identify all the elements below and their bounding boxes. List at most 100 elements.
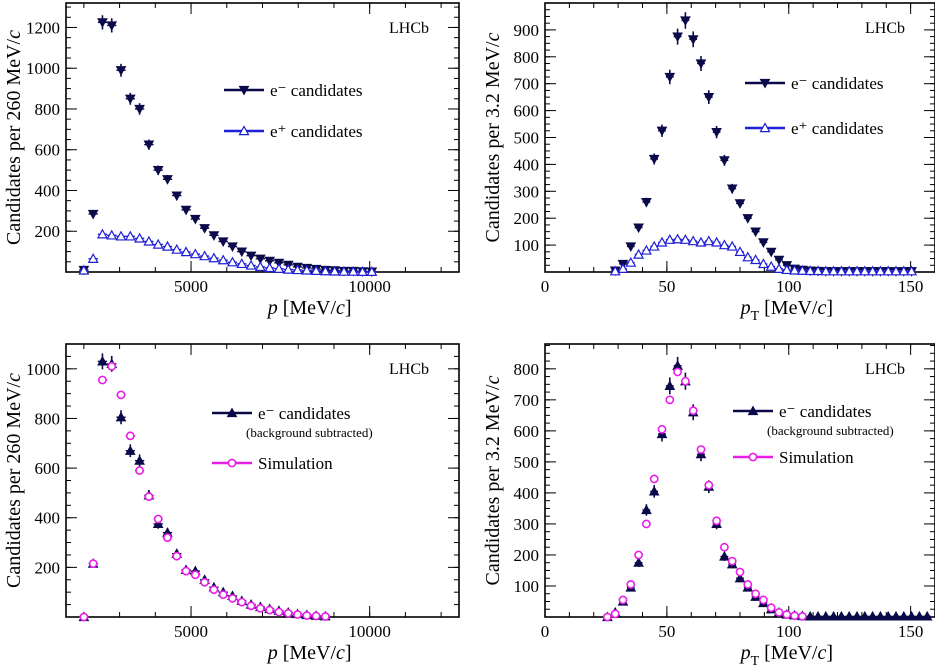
data-point [750,227,761,238]
legend-marker [748,452,758,462]
x-axis-title: pT [MeV/c] [739,642,833,668]
data-point [734,246,746,257]
data-point [254,261,266,272]
x-tick-label: 10000 [348,277,391,296]
data-point [329,265,341,276]
data-point [743,580,753,589]
legend-entry: e⁻ candidates [791,74,884,93]
data-point [750,254,762,265]
data-point [199,250,211,261]
series-1 [609,233,918,276]
data-point [209,585,219,595]
panel-bottom-right: 0 50 100 150 100 200 300 400 500 600 700 800 pT [MeV… [482,343,935,668]
data-point [711,128,722,138]
x-tick-label: 150 [898,277,924,296]
y-tick-label: 600 [514,102,540,121]
legend-entry: e⁺ candidates [791,119,884,138]
x-tick-label: 5000 [174,622,208,641]
y-tick-label: 400 [514,484,540,503]
data-point [617,263,629,273]
data-point [688,406,698,416]
data-point [237,597,247,607]
y-tick-label: 400 [35,181,61,200]
data-point [867,610,878,621]
series-0 [602,356,933,622]
data-point [766,603,776,613]
data-point [218,590,228,600]
data-point [217,254,229,265]
legend-marker [226,407,238,418]
data-point [255,603,265,613]
data-point [796,264,808,275]
data-point [664,233,676,244]
data-point [921,610,933,621]
data-point [751,589,760,599]
data-point [906,265,918,276]
data-point [366,266,378,276]
data-point [828,610,839,621]
data-point [124,94,136,105]
y-tick-label: 500 [514,453,540,472]
series-0 [609,12,917,277]
data-point [98,375,107,385]
data-point [765,260,777,271]
plot-frame [65,2,460,273]
y-tick-label: 200 [35,222,61,241]
data-point [835,265,847,276]
x-axis-title: p [MeV/c] [266,297,352,319]
data-point [906,610,917,621]
data-point [87,209,99,220]
legend-entry: Simulation [779,448,854,467]
data-point [227,242,238,253]
data-point [171,191,183,202]
data-point [283,608,293,618]
data-point [695,59,707,70]
data-point [134,104,145,115]
data-point [719,156,730,166]
data-point [656,126,668,137]
data-point [634,550,643,560]
y-tick-label: 200 [514,209,540,228]
data-point [115,230,127,241]
data-point [236,247,248,258]
data-point [773,255,785,266]
data-point [310,265,322,275]
data-point [610,609,620,619]
data-point [843,610,855,621]
data-point [246,601,256,611]
data-point [681,376,690,386]
data-point [673,367,682,377]
data-point [181,566,191,576]
data-point [189,214,201,225]
x-tick-label: 10000 [348,622,391,641]
y-tick-label: 200 [514,546,540,565]
data-point [88,559,98,569]
data-point [87,253,99,263]
data-point [190,570,200,580]
legend: e⁻ candidates Simulation (background subtr… [212,404,373,473]
data-point [189,248,201,259]
y-tick-label: 300 [514,182,540,201]
legend: e⁻ candidates e⁺ candidates [224,81,363,141]
y-axis-title: Candidates per 3.2 MeV/c [482,32,504,242]
data-point [804,610,816,621]
data-point [124,230,136,241]
data-point [208,252,220,263]
data-point [172,551,182,561]
y-tick-label: 700 [514,75,540,94]
data-point [726,184,738,195]
data-point [115,411,127,422]
data-point [97,18,108,28]
data-point [820,610,832,621]
data-point [79,612,89,622]
data-point [914,610,925,621]
legend-entry: Simulation [258,454,333,473]
y-tick-label: 700 [514,391,540,410]
data-point [656,236,668,247]
data-point [609,265,621,276]
data-point [301,264,313,275]
data-point [781,264,793,275]
data-point [812,265,824,276]
data-point [319,265,331,276]
data-point [97,355,108,366]
